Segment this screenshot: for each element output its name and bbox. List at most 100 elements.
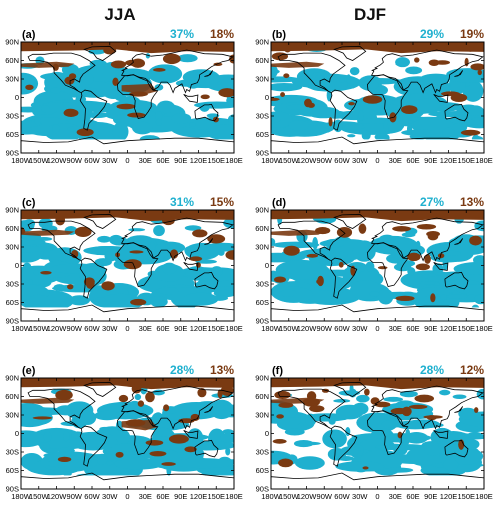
lat-tick-label: 30S [6,280,19,289]
lat-tick-label: 60N [5,392,19,401]
lon-tick-label: 150E [207,156,225,165]
lon-tick-label: 180E [475,156,493,165]
lon-tick-label: 90W [317,324,333,333]
lon-tick-label: 60W [334,156,350,165]
lat-tick-label: 0 [15,429,19,438]
lon-tick-label: 120E [190,156,208,165]
lon-tick-label: 60E [156,156,169,165]
significance-shading [21,42,234,153]
significance-shading [271,210,484,321]
lat-tick-label: 60N [255,392,269,401]
lat-tick-label: 60N [255,224,269,233]
percent-blue: 27% [420,195,444,209]
lat-tick-label: 0 [15,93,19,102]
percent-brown: 12% [460,363,484,377]
lon-tick-label: 0 [375,156,379,165]
lon-tick-label: 30W [102,492,118,501]
lon-tick-label: 60W [84,492,100,501]
coastlines [271,213,484,321]
lat-tick-label: 30N [5,243,19,252]
lon-tick-label: 180E [475,492,493,501]
lon-tick-label: 90E [424,492,437,501]
lat-tick-label: 90S [256,485,269,494]
lon-tick-label: 30E [139,492,152,501]
coastlines [21,381,234,489]
lon-tick-label: 60W [334,492,350,501]
lon-tick-label: 120W [297,156,318,165]
lon-tick-label: 60W [334,324,350,333]
lon-tick-label: 90E [424,324,437,333]
lon-tick-label: 120E [190,324,208,333]
lat-tick-label: 90N [255,206,269,215]
percent-blue: 31% [170,195,194,209]
lon-tick-label: 30E [389,156,402,165]
lat-tick-label: 90S [6,485,19,494]
panel-label: (e) [22,365,36,377]
lon-tick-label: 150E [207,324,225,333]
lon-tick-label: 120E [440,324,458,333]
lon-tick-label: 30W [352,324,368,333]
lat-tick-label: 0 [265,93,269,102]
lon-tick-label: 120W [47,156,68,165]
lat-tick-label: 30S [6,448,19,457]
lon-tick-label: 30E [389,324,402,333]
lon-tick-label: 90W [67,156,83,165]
lat-tick-label: 90N [5,206,19,215]
lon-tick-label: 30W [102,156,118,165]
lon-tick-label: 30W [352,156,368,165]
lat-tick-label: 60S [256,466,269,475]
lat-tick-label: 30N [255,411,269,420]
panel-label: (c) [22,197,36,209]
coastlines [271,381,484,489]
lon-tick-label: 120W [47,492,68,501]
lat-tick-label: 90S [6,149,19,158]
lat-tick-label: 0 [265,429,269,438]
lon-tick-label: 90E [174,156,187,165]
lon-tick-label: 0 [125,324,129,333]
lon-tick-label: 30E [389,492,402,501]
lat-tick-label: 30N [5,411,19,420]
percent-brown: 13% [460,195,484,209]
lon-tick-label: 60E [156,492,169,501]
lon-tick-label: 90W [67,492,83,501]
panel-label: (d) [272,197,286,209]
lat-tick-label: 30N [5,75,19,84]
lon-tick-label: 180E [475,324,493,333]
lon-tick-label: 180E [225,156,243,165]
percent-blue: 37% [170,27,194,41]
lon-tick-label: 120E [440,492,458,501]
lon-tick-label: 60E [406,156,419,165]
lat-tick-label: 0 [265,261,269,270]
lat-tick-label: 60S [6,298,19,307]
percent-brown: 18% [210,27,234,41]
lat-tick-label: 60S [256,130,269,139]
percent-brown: 13% [210,363,234,377]
lon-tick-label: 180W [11,324,32,333]
lon-tick-label: 150E [207,492,225,501]
lat-tick-label: 90N [255,38,269,47]
lat-tick-label: 60S [6,130,19,139]
lon-tick-label: 180W [261,492,282,501]
lon-tick-label: 60W [84,324,100,333]
lon-tick-label: 0 [125,492,129,501]
lon-tick-label: 120E [190,492,208,501]
lon-tick-label: 120W [297,324,318,333]
lon-tick-label: 150E [457,156,475,165]
lon-tick-label: 90E [174,492,187,501]
lat-tick-label: 30N [255,75,269,84]
percent-blue: 28% [420,363,444,377]
lon-tick-label: 150W [29,156,50,165]
lon-tick-label: 30W [102,324,118,333]
lat-tick-label: 30S [256,448,269,457]
lat-tick-label: 30N [255,243,269,252]
lon-tick-label: 120E [440,156,458,165]
lon-tick-label: 180W [261,324,282,333]
percent-brown: 15% [210,195,234,209]
lon-tick-label: 0 [375,324,379,333]
significance-shading [271,378,484,489]
lon-tick-label: 120W [47,324,68,333]
coastlines [271,45,484,153]
